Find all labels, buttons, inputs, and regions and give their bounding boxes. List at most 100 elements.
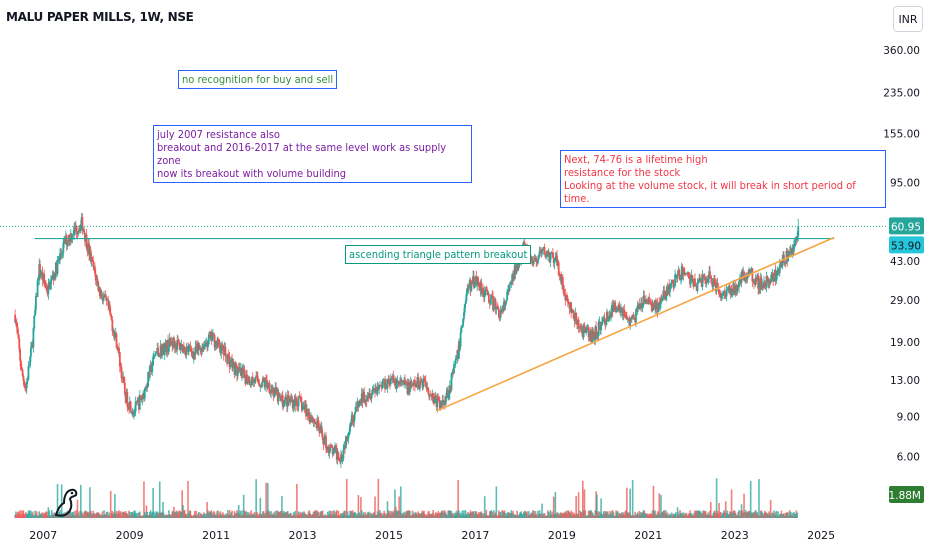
- candle-body: [532, 260, 535, 264]
- candle-body: [59, 253, 61, 260]
- volume-bar: [191, 515, 193, 518]
- candle-body: [108, 304, 111, 313]
- volume-bar: [415, 513, 418, 518]
- candle-body: [505, 300, 508, 303]
- volume-bar: [378, 512, 380, 518]
- candle-body: [376, 385, 379, 394]
- annotation-resistance[interactable]: july 2007 resistance also breakout and 2…: [153, 125, 472, 183]
- volume-bar: [710, 515, 713, 518]
- candle-body: [26, 379, 29, 382]
- candle-body: [636, 305, 639, 313]
- volume-bar: [75, 514, 77, 518]
- candle-body: [463, 312, 465, 320]
- resistance-price-label-box: [889, 236, 924, 254]
- volume-bar: [20, 514, 23, 518]
- volume-bar: [29, 512, 31, 518]
- volume-bar: [714, 510, 716, 518]
- volume-bar: [471, 511, 474, 518]
- volume-bar: [546, 515, 548, 518]
- volume-bar: [205, 513, 208, 518]
- candle-body: [14, 314, 17, 323]
- volume-bar: [326, 515, 328, 518]
- candle-body: [373, 388, 376, 389]
- volume-bar: [474, 511, 477, 518]
- candle-body: [460, 325, 463, 333]
- volume-bar: [305, 513, 307, 518]
- candle-body: [47, 283, 50, 295]
- volume-bar: [414, 514, 416, 518]
- candle-body: [459, 332, 462, 347]
- volume-bar: [144, 514, 147, 518]
- candle-body: [647, 297, 650, 305]
- candle-body: [399, 379, 402, 382]
- volume-bar: [107, 515, 110, 518]
- volume-bar: [240, 515, 242, 518]
- x-axis[interactable]: 2007 2009 2011 2013 2015 2017 2019 2021 2023 2025: [29, 529, 835, 542]
- volume-bar: [496, 515, 498, 518]
- candle-body: [688, 276, 691, 278]
- volume-bar: [662, 510, 665, 518]
- volume-bar: [595, 491, 597, 518]
- resistance-price-label: 53.90: [891, 240, 921, 252]
- volume-bar: [419, 513, 422, 518]
- volume-bar: [551, 511, 553, 518]
- candle-body: [222, 345, 224, 351]
- volume-bar: [458, 510, 460, 518]
- volume-bar: [368, 511, 370, 518]
- candle-body: [585, 329, 588, 333]
- volume-bar: [692, 514, 695, 518]
- annotation-no-signal[interactable]: no recognition for buy and sell: [178, 70, 338, 89]
- currency-button[interactable]: INR: [893, 6, 923, 32]
- volume-bar: [464, 510, 467, 518]
- volume-bar: [70, 511, 72, 518]
- candle-body: [395, 383, 398, 389]
- volume-bar: [335, 510, 338, 518]
- volume-bar: [612, 512, 615, 518]
- volume-bar: [207, 510, 209, 518]
- volume-bar: [226, 514, 228, 518]
- candle-body: [272, 388, 275, 396]
- candle-body: [577, 319, 580, 328]
- candle-body: [674, 274, 676, 287]
- volume-bar: [594, 510, 597, 518]
- volume-bar: [571, 514, 573, 518]
- annotation-target[interactable]: Next, 74-76 is a lifetime high resistanc…: [560, 150, 886, 208]
- volume-bar: [557, 515, 560, 518]
- candle-body: [535, 257, 538, 262]
- volume-bar: [644, 513, 646, 518]
- volume-bar: [446, 515, 449, 518]
- volume-bar: [50, 510, 53, 518]
- volume-bar: [590, 510, 592, 518]
- volume-bar: [636, 513, 638, 518]
- candle-body: [386, 379, 389, 389]
- volume-bar: [71, 512, 74, 518]
- candle-body: [494, 299, 497, 310]
- volume-bar: [276, 510, 278, 518]
- candle-body: [372, 388, 375, 392]
- volume-bar: [350, 511, 353, 518]
- volume-bar: [244, 511, 247, 518]
- annotation-pattern[interactable]: ascending triangle pattern breakout: [345, 245, 532, 264]
- volume-bar: [764, 510, 766, 518]
- volume-bar: [373, 511, 375, 518]
- volume-bar: [639, 514, 641, 518]
- candle-body: [722, 293, 725, 296]
- volume-bar: [502, 510, 504, 518]
- volume-bar: [747, 511, 749, 518]
- volume-bar: [642, 510, 645, 518]
- candle-body: [354, 411, 356, 415]
- volume-bar: [49, 515, 51, 518]
- volume-bar: [93, 513, 95, 518]
- candle-body: [266, 386, 269, 389]
- candle-body: [497, 306, 499, 310]
- volume-bar: [86, 511, 89, 518]
- volume-bar: [596, 511, 599, 518]
- volume-bar: [392, 513, 395, 518]
- trend-line[interactable]: [436, 236, 835, 412]
- candle-body: [538, 250, 541, 257]
- volume-bar: [690, 513, 693, 518]
- volume-bar: [391, 511, 394, 518]
- y-axis[interactable]: 360.00235.00155.0095.0060.0043.0029.0019…: [883, 45, 920, 499]
- volume-bar: [417, 511, 420, 518]
